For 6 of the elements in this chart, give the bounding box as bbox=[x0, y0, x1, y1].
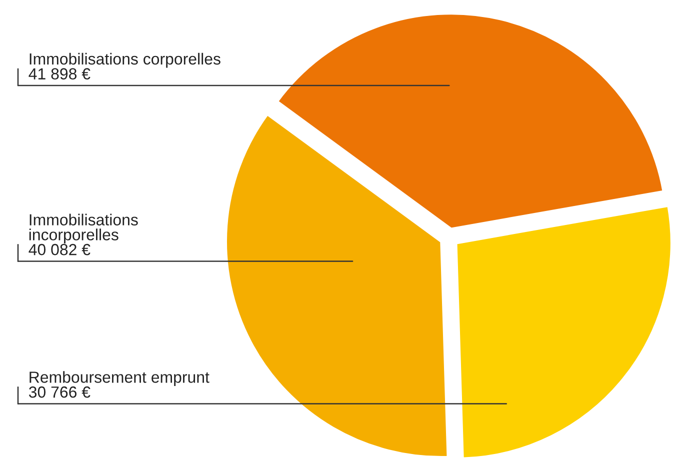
data-label: 30 766 € bbox=[28, 386, 90, 398]
slice-label: Remboursement emprunt bbox=[30, 371, 210, 386]
data-label: 41 898 € bbox=[28, 68, 90, 80]
slice-label: Immobilisations corporelles bbox=[30, 52, 220, 68]
slice-label: Immobilisations incorporelles bbox=[29, 214, 138, 244]
data-label: 40 082 € bbox=[28, 244, 90, 256]
